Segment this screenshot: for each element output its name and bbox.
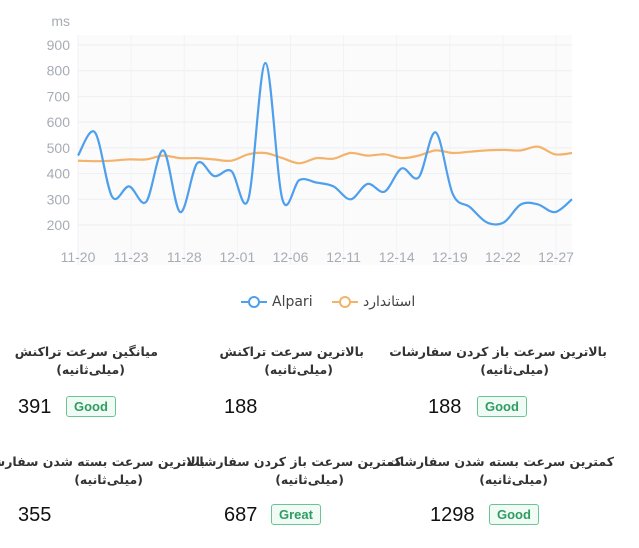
y-tick-label: 600: [47, 114, 71, 130]
x-tick-label: 12-27: [538, 249, 574, 265]
chart-legend: Alpari استاندارد: [0, 292, 639, 316]
stat-unit: (میلی‌ثانیه): [275, 472, 344, 487]
status-badge: Good: [66, 396, 116, 417]
y-tick-label: 500: [47, 140, 71, 156]
stat-value: 1298: [430, 504, 475, 526]
stat-value: 391: [18, 396, 52, 418]
y-tick-label: 200: [47, 217, 71, 233]
stat-title: بالاترین سرعت تراکنش: [219, 344, 364, 359]
stat-title: کمترین سرعت باز کردن سفارشات: [186, 454, 402, 469]
x-tick-label: 11-20: [61, 249, 96, 265]
status-badge: Good: [477, 396, 527, 417]
stat-unit: (میلی‌ثانیه): [56, 362, 125, 377]
stat-value: 188: [428, 396, 462, 418]
y-tick-label: 700: [47, 88, 71, 104]
stat-title: بالاترین سرعت بسته شدن سفارشات: [0, 454, 205, 469]
series-line-alpari: [77, 61, 573, 226]
stat-unit: (میلی‌ثانیه): [479, 472, 548, 487]
stat-unit: (میلی‌ثانیه): [74, 472, 143, 487]
stat-value: 355: [18, 504, 52, 526]
stat-title: بالاترین سرعت باز کردن سفارشات: [389, 344, 607, 359]
status-badge: Great: [271, 504, 321, 525]
y-axis-unit: ms: [51, 13, 70, 29]
series-line-standard: [77, 145, 573, 165]
x-tick-label: 11-28: [167, 249, 202, 265]
x-tick-label: 12-11: [326, 249, 361, 265]
stat-title: میانگین سرعت تراکنش: [14, 344, 158, 359]
x-tick-label: 12-22: [485, 249, 521, 265]
legend-item-standard[interactable]: استاندارد: [327, 294, 415, 310]
status-badge: Good: [489, 504, 539, 525]
x-tick-label: 12-14: [379, 249, 415, 265]
y-tick-label: 800: [47, 63, 71, 79]
x-tick-label: 12-19: [432, 249, 468, 265]
stat-value: 687: [224, 504, 258, 526]
legend-label-standard: استاندارد: [363, 294, 416, 310]
legend-item-alpari[interactable]: Alpari: [236, 294, 313, 310]
x-tick-label: 12-01: [219, 249, 255, 265]
x-tick-label: 12-06: [273, 249, 309, 265]
x-tick-label: 11-23: [114, 249, 149, 265]
y-tick-label: 900: [47, 37, 71, 53]
legend-line-icon: [332, 296, 358, 308]
stat-value: 188: [224, 396, 258, 418]
legend-line-icon: [241, 296, 267, 308]
legend-label-alpari: Alpari: [272, 294, 313, 310]
latency-line-chart: 200 300 400 500 600 700 800 900 ms 11-20 11-23 11-2…: [47, 13, 574, 265]
stat-unit: (میلی‌ثانیه): [264, 362, 333, 377]
stat-title: کمترین سرعت بسته شدن سفارشات: [387, 454, 614, 469]
y-tick-label: 400: [47, 166, 71, 182]
stat-unit: (میلی‌ثانیه): [480, 362, 549, 377]
y-tick-label: 300: [47, 191, 71, 207]
